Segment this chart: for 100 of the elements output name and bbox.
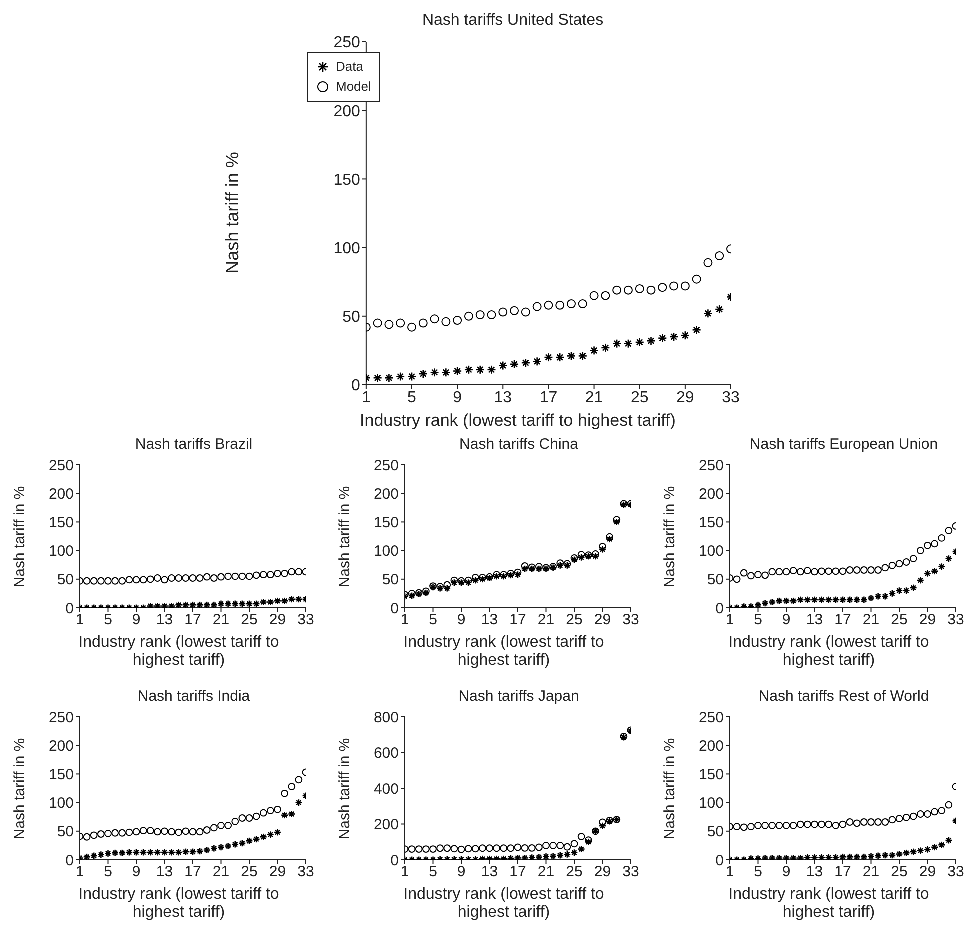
x-tick-label: 13 <box>156 864 174 881</box>
y-tick-label: 0 <box>66 852 74 870</box>
point <box>90 577 98 585</box>
point <box>442 317 451 326</box>
x-tick-label: 5 <box>429 612 438 629</box>
point <box>945 801 953 809</box>
point <box>418 318 428 328</box>
x-tick-label: 1 <box>76 612 84 629</box>
y-tick-label: 0 <box>352 378 361 395</box>
point <box>161 576 168 584</box>
x-axis-title: Industry rank (lowest tariff to highest tariff) <box>402 886 606 922</box>
point <box>924 810 932 818</box>
y-tick-label: 250 <box>334 34 361 52</box>
point <box>931 540 939 548</box>
x-tick-label: 5 <box>754 612 762 629</box>
point <box>613 516 621 524</box>
point <box>715 252 724 261</box>
point <box>888 816 896 824</box>
point <box>704 258 713 268</box>
point <box>811 820 818 828</box>
point <box>486 844 494 852</box>
x-tick-label: 21 <box>538 864 555 881</box>
point <box>839 568 847 576</box>
point <box>112 577 120 585</box>
point <box>281 790 289 798</box>
x-tick-label: 21 <box>585 389 604 406</box>
x-tick-label: 9 <box>457 864 466 881</box>
x-tick-label: 1 <box>726 864 734 881</box>
y-tick-label: 200 <box>48 738 74 755</box>
point <box>612 286 622 295</box>
point <box>436 844 444 852</box>
y-tick-label: 250 <box>698 457 724 474</box>
point <box>782 568 790 576</box>
point <box>825 568 833 576</box>
point <box>507 844 515 852</box>
y-tick-label: 200 <box>698 486 724 503</box>
point <box>430 846 437 853</box>
point <box>635 284 644 294</box>
x-tick-label: 33 <box>622 864 640 881</box>
point <box>747 572 755 580</box>
point <box>182 828 190 836</box>
point <box>281 570 289 578</box>
y-tick-label: 250 <box>48 457 74 474</box>
point <box>882 818 890 826</box>
point <box>646 286 656 295</box>
x-tick-label: 5 <box>104 612 112 629</box>
x-tick-label: 13 <box>494 389 512 406</box>
point <box>266 571 274 579</box>
point <box>578 833 586 840</box>
point <box>97 577 105 585</box>
point <box>232 818 240 826</box>
point <box>189 828 197 836</box>
point <box>175 828 183 836</box>
x-axis-title: Industry rank (lowest tariff to highest tariff) <box>78 886 280 922</box>
y-tick-label: 250 <box>374 457 399 474</box>
point <box>288 783 296 790</box>
x-tick-label: 5 <box>104 864 112 881</box>
chart-title: Nash tariffs China <box>458 436 580 453</box>
y-tick-label: 0 <box>390 852 399 870</box>
point <box>564 843 572 851</box>
x-axis-title: Industry rank (lowest tariff to highest tariff) <box>728 634 930 670</box>
point <box>924 542 932 550</box>
point <box>112 829 120 837</box>
point <box>104 830 112 838</box>
point <box>768 568 776 576</box>
point <box>118 577 126 585</box>
point <box>498 308 508 317</box>
point <box>916 547 924 554</box>
x-tick-label: 13 <box>806 612 824 629</box>
point <box>535 844 543 852</box>
y-tick-label: 150 <box>334 172 361 189</box>
x-tick-label: 25 <box>241 864 258 881</box>
x-tick-label: 9 <box>782 864 791 881</box>
point <box>196 828 204 836</box>
point <box>384 320 394 330</box>
point <box>566 300 576 309</box>
chart-title: Nash tariffs Brazil <box>134 436 254 453</box>
point <box>126 576 134 584</box>
point <box>601 291 610 300</box>
x-tick-label: 21 <box>212 612 230 629</box>
point <box>910 812 918 820</box>
point <box>224 572 232 580</box>
point <box>260 571 268 579</box>
y-tick-label: 100 <box>374 543 399 560</box>
x-tick-label: 17 <box>510 864 526 881</box>
point <box>532 302 542 312</box>
point <box>218 573 225 581</box>
point <box>295 568 303 576</box>
point <box>528 844 536 852</box>
point <box>478 844 486 852</box>
point <box>692 274 702 284</box>
point <box>510 306 520 316</box>
point <box>658 283 668 292</box>
point <box>274 570 282 578</box>
x-tick-label: 17 <box>510 612 526 629</box>
x-tick-label: 1 <box>400 864 410 881</box>
x-tick-label: 5 <box>429 864 438 881</box>
point <box>680 282 690 291</box>
x-tick-label: 21 <box>212 864 230 881</box>
y-axis-title: Nash tariff in % <box>12 738 28 840</box>
